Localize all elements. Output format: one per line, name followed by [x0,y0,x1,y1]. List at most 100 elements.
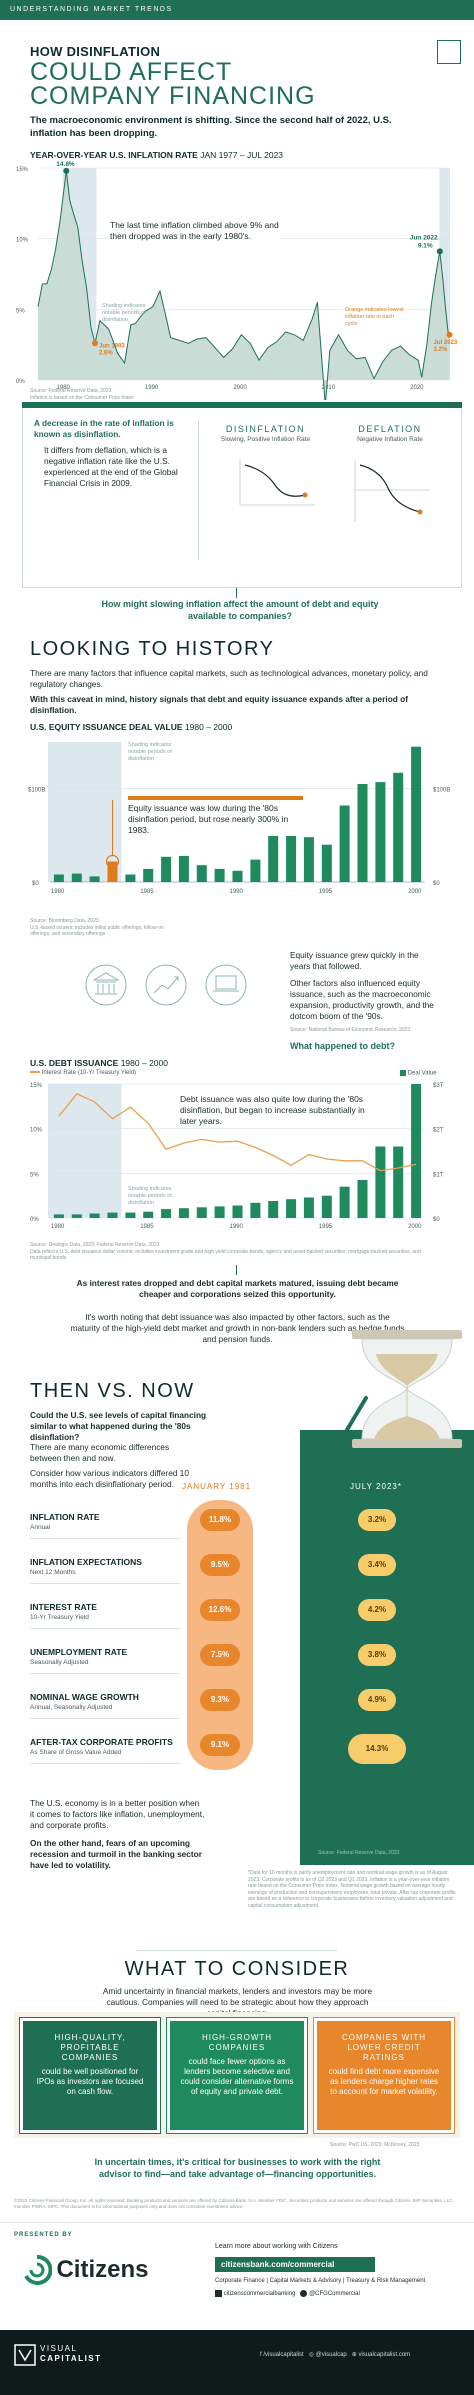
debt-y-right-tick: $0 [433,1217,440,1223]
top-bar: UNDERSTANDING MARKET TRENDS [0,0,474,20]
indicator-sub: Next 12 Months [30,1569,76,1576]
legal-text: ©2023 Citizens Financial Group, Inc. All… [14,2198,454,2209]
debt-bar [196,1207,207,1218]
jun-1983-value: 2.6% [99,350,113,356]
debt-source-note: Data reflects U.S. debt issuance dollar … [30,1249,421,1261]
indicator-then-value: 9.5% [200,1554,240,1576]
debt-chart: 15% 10% 5% 0% $3T $2T $1T $0 1980 1985 1990 1995 200… [30,1083,444,1230]
equity-bar [357,784,368,882]
shade-note: Shading indicates notable periods of dis… [102,303,146,323]
twitter-handle[interactable]: @CFGCommercial [309,2291,360,2298]
equity-bar [125,874,136,882]
equity-source-note: U.S.-based issuers; includes initial pub… [30,925,164,937]
deflation-mini-chart [354,460,430,522]
citizens-link[interactable]: citizensbank.com/commercial [215,2257,375,2272]
equity-chart-range: 1980 – 2000 [184,722,233,732]
equity-bar [161,856,172,882]
indicator-name: INFLATION EXPECTATIONS [30,1557,142,1567]
inflation-chart: 15%10%5%0%19801990200020102020Mar 198014… [16,161,458,400]
card-high-growth-companies: HIGH-GROWTH COMPANIES could face fewer o… [166,2017,308,2134]
debt-bar [161,1209,172,1218]
definition-divider [198,420,199,560]
deflation-end-point [417,509,423,515]
debt-bar [393,1146,404,1218]
consider-title: WHAT TO CONSIDER [124,1958,350,1980]
footer-social: citizenscommercialbanking @CFGCommercial [215,2290,360,2297]
equity-bar [250,859,261,882]
then-now-p1: There are many economic differences betw… [30,1442,170,1463]
equity-bar [268,830,279,882]
equity-bar [53,874,64,882]
then-now-question: Could the U.S. see levels of capital fin… [30,1410,207,1442]
jul-2023-value: 3.2% [434,347,448,353]
debt-x-tick: 1995 [319,1224,333,1230]
card-1-title: HIGH-QUALITY, PROFITABLE COMPANIES [54,2033,126,2062]
debt-y-right-tick: $1T [433,1172,444,1178]
debt-shade-note: Shading indicates notable periods of dis… [128,1186,172,1206]
consider-closing: In uncertain times, it's critical for bu… [94,2157,381,2179]
equity-shade-note: Shading indicates notable periods of dis… [128,742,172,762]
debt-bar [125,1212,136,1218]
clock-hand-icon [334,1396,368,1449]
debt-legend-line: Interest Rate (10-Yr Treasury Yield) [30,1070,136,1076]
learn-more: Learn more about working with Citizens [215,2243,338,2250]
card-3-title: COMPANIES WITH LOWER CREDIT RATINGS [341,2033,427,2062]
linkedin-handle[interactable]: citizenscommercialbanking [223,2291,296,2298]
equity-bar [393,772,404,882]
indicator-now-value: 3.2% [358,1509,396,1531]
consider-divider [137,1950,337,1951]
citizens-logo-icon [24,2254,53,2285]
definition-lead: A decrease in the rate of inflation is k… [34,418,174,439]
history-p2: With this caveat in mind, history signal… [30,694,408,715]
history-p1: There are many factors that influence ca… [30,668,428,689]
indicator-sub: Annual [30,1524,51,1531]
debt-legend-bar: Deal Value [400,1070,437,1077]
inflation-line [37,170,451,400]
equity-x-tick: 1980 [51,889,65,895]
indicator-then-value: 11.8% [200,1509,240,1531]
connector-line-2 [236,1265,237,1275]
question-debt-equity: How might slowing inflation affect the a… [101,599,379,621]
equity-chart: $100B $0 $100B $0 1980 1985 1990 1995 2000 [28,742,450,895]
jul-2023-date: Jul 2023 [434,340,458,346]
debt-note-body: It's worth noting that debt issuance was… [70,1312,405,1344]
disinflation-mini-chart [239,460,315,506]
definition-panel [22,408,462,588]
equity-side-p2: Other factors also influenced equity iss… [290,978,434,1021]
marker-jun-1983 [92,340,99,347]
mar-1980-value: 14.8% [56,161,75,168]
debt-chart-title-text: U.S. DEBT ISSUANCE [30,1058,119,1068]
legend-line-swatch [30,1071,40,1074]
instagram-icon: ◎ [308,2352,314,2358]
indicator-name: AFTER-TAX CORPORATE PROFITS [30,1737,173,1747]
definition-mini-charts [239,460,430,522]
debt-chart-title: U.S. DEBT ISSUANCE 1980 – 2000 [30,1058,168,1068]
marker-mar-1980 [63,167,70,174]
col-jan-1981: JANUARY 1981 [182,1482,252,1491]
card-lower-credit-ratings: COMPANIES WITH LOWER CREDIT RATINGS coul… [313,2017,455,2134]
history-title: LOOKING TO HISTORY [30,638,275,660]
equity-bar [214,868,225,882]
card-2-body: could face fewer options as lenders beco… [180,2057,294,2096]
debt-bar [214,1206,225,1218]
facebook-icon: f [260,2352,262,2358]
chart-growth-icon [145,964,187,1006]
then-now-title: THEN VS. NOW [30,1380,195,1402]
footer-tagline: Corporate Finance | Capital Markets & Ad… [215,2278,426,2284]
then-now-footnote: *Data for 10 months is partly unemployme… [248,1870,456,1909]
equity-y-left-100: $100B [28,788,45,794]
vc-social-2[interactable]: @visualcap [315,2352,347,2358]
indicator-name: INFLATION RATE [30,1512,100,1522]
equity-bar [178,855,189,882]
consider-source: Source: PwC US, 2023; McKinsey, 2023 [330,2142,420,2148]
vc-social-3[interactable]: visualcapitalist.com [358,2352,411,2358]
debt-bar [339,1186,350,1218]
card-3-body: could find debt more expensive as lender… [328,2067,440,2096]
debt-x-tick: 1980 [51,1224,65,1230]
equity-chart-title-text: U.S. EQUITY ISSUANCE DEAL VALUE [30,722,183,732]
debt-bar [268,1201,279,1218]
equity-x-tick: 1995 [319,889,333,895]
vc-social-1[interactable]: /visualcapitalist [263,2352,304,2358]
indicator-divider [30,1763,180,1764]
debt-source: Source: Dealogic Data, 2023; Federal Res… [30,1242,160,1248]
